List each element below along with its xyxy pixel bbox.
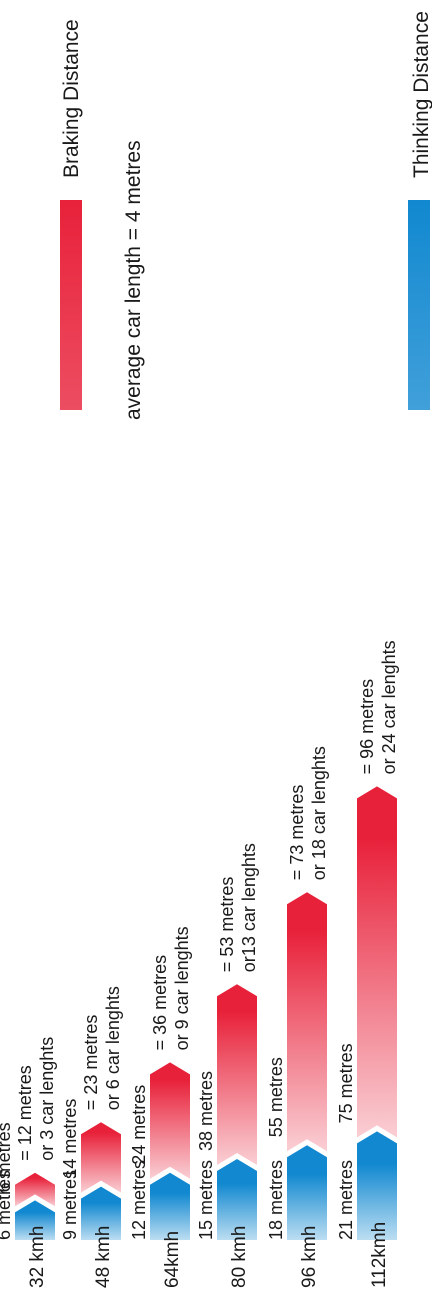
legend-braking-swatch <box>60 200 82 410</box>
car-lengths-label: or 24 car lenghts <box>379 640 399 774</box>
thinking-bar <box>15 1200 55 1240</box>
thinking-distance-label: 15 metres <box>196 1160 216 1240</box>
braking-distance-label: 24 metres <box>129 1085 149 1165</box>
total-distance-label: = 73 metres <box>287 785 307 881</box>
total-distance-label: = 53 metres <box>217 877 237 973</box>
thinking-distance-label: 18 metres <box>266 1160 286 1240</box>
speed-label: 112kmh <box>369 1222 390 1288</box>
thinking-bar <box>217 1159 257 1240</box>
thinking-distance-label: 6 metres <box>0 1170 14 1240</box>
car-lengths-label: or 18 car lenghts <box>309 746 329 880</box>
braking-bar <box>217 984 257 1165</box>
total-distance-label: = 36 metres <box>150 955 170 1051</box>
braking-bar <box>287 892 327 1152</box>
speed-label: 96 kmh <box>299 1226 320 1288</box>
braking-bar <box>150 1062 190 1179</box>
braking-bar <box>357 786 397 1138</box>
car-lengths-label: or 6 car lenghts <box>103 986 123 1110</box>
total-distance-label: = 96 metres <box>357 679 377 775</box>
legend: Thinking Distance Braking Distance avera… <box>60 11 432 420</box>
braking-distance-label: 6 metres <box>0 1122 14 1192</box>
braking-bar <box>81 1122 121 1193</box>
speed-label: 80 kmh <box>229 1226 250 1288</box>
thinking-bar <box>150 1172 190 1240</box>
thinking-bar <box>81 1186 121 1240</box>
braking-distance-label: 55 metres <box>266 1057 286 1137</box>
legend-braking-label: Braking Distance <box>60 19 83 178</box>
speed-label: 32 kmh <box>27 1226 48 1288</box>
bars-group <box>15 786 397 1240</box>
thinking-bar <box>287 1145 327 1240</box>
braking-distance-label: 14 metres <box>60 1099 80 1179</box>
speed-label: 48 kmh <box>93 1226 114 1288</box>
braking-distance-label: 75 metres <box>336 1043 356 1123</box>
legend-car-length-note: average car length = 4 metres <box>122 140 145 420</box>
braking-distance-label: 38 metres <box>196 1071 216 1151</box>
legend-thinking-label: Thinking Distance <box>410 11 432 178</box>
thinking-distance-label: 21 metres <box>336 1160 356 1240</box>
total-distance-label: = 23 metres <box>81 1015 101 1111</box>
car-lengths-label: or13 car lenghts <box>239 843 259 972</box>
braking-bar <box>15 1172 55 1207</box>
thinking-distance-label: 12 metres <box>129 1160 149 1240</box>
car-lengths-label: or 3 car lenghts <box>37 1037 57 1161</box>
legend-thinking-swatch <box>408 200 430 410</box>
car-lengths-label: or 9 car lenghts <box>172 926 192 1050</box>
thinking-bar <box>357 1131 397 1240</box>
total-distance-label: = 12 metres <box>15 1065 35 1161</box>
speed-label: 64kmh <box>162 1231 183 1288</box>
thinking-distance-label: 9 metres <box>60 1170 80 1240</box>
